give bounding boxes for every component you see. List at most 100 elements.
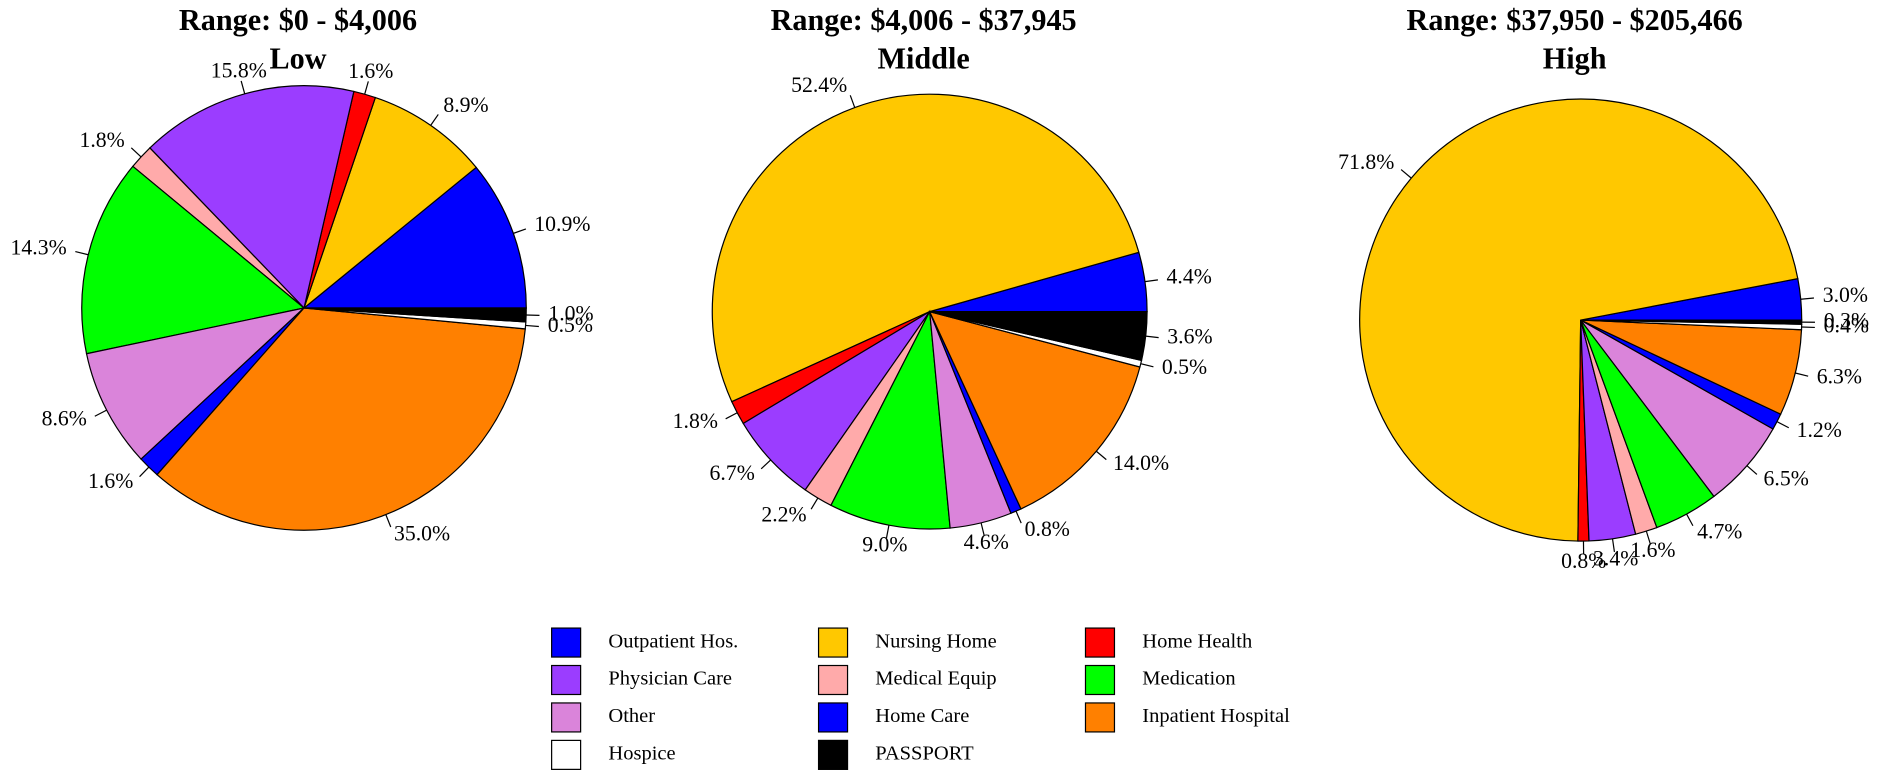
legend-label: Medication bbox=[1142, 668, 1235, 690]
leader-line bbox=[760, 459, 772, 470]
leader-line bbox=[810, 497, 819, 510]
leader-line bbox=[430, 114, 439, 126]
leader-line bbox=[1400, 169, 1412, 179]
data-label: 1.6% bbox=[88, 469, 133, 493]
leader-line bbox=[849, 95, 856, 108]
chart-subtitle: Low bbox=[269, 42, 326, 76]
legend-label: Inpatient Hospital bbox=[1142, 705, 1290, 727]
leader-line bbox=[1611, 538, 1616, 553]
data-label: 3.0% bbox=[1823, 283, 1868, 307]
chart-title: Range: $4,006 - $37,945 bbox=[771, 3, 1077, 37]
legend-swatch bbox=[551, 702, 582, 733]
data-label: 6.7% bbox=[710, 461, 755, 485]
data-label: 10.9% bbox=[534, 212, 590, 236]
pie-slice bbox=[1359, 98, 1799, 542]
leader-line bbox=[1095, 450, 1107, 461]
legend-swatch bbox=[1084, 664, 1116, 696]
legend-swatch bbox=[1084, 702, 1116, 733]
data-label: 0.4% bbox=[1824, 314, 1869, 338]
legend-swatch bbox=[1084, 627, 1116, 658]
data-label: 1.0% bbox=[548, 302, 593, 326]
data-label: 1.8% bbox=[79, 128, 124, 152]
leader-line bbox=[980, 522, 985, 536]
legend-swatch bbox=[551, 739, 582, 770]
legend-swatch bbox=[817, 739, 849, 770]
data-label: 14.0% bbox=[1113, 451, 1169, 475]
leader-line bbox=[75, 250, 89, 256]
pie-slice bbox=[928, 310, 1141, 510]
legend-label: Home Care bbox=[875, 705, 969, 727]
legend-label: Nursing Home bbox=[875, 630, 996, 652]
pie-slice bbox=[830, 309, 951, 530]
leader-line bbox=[364, 81, 369, 95]
leader-line bbox=[139, 466, 150, 478]
data-label: 8.9% bbox=[443, 93, 488, 117]
legend-swatch bbox=[817, 664, 849, 696]
leader-line bbox=[1795, 372, 1809, 377]
pie-slice bbox=[711, 93, 1140, 403]
data-label: 0.5% bbox=[1162, 355, 1207, 379]
leader-line bbox=[885, 525, 890, 539]
data-label: 2.2% bbox=[761, 503, 806, 527]
data-label: 0.3% bbox=[1824, 308, 1869, 332]
leader-line bbox=[1645, 530, 1651, 544]
data-label: 3.4% bbox=[1593, 547, 1638, 571]
legend-label: Other bbox=[608, 705, 655, 727]
leader-line bbox=[385, 514, 392, 528]
chart-title: Range: $37,950 - $205,466 bbox=[1407, 3, 1743, 37]
legend-swatch bbox=[817, 702, 849, 733]
leader-line bbox=[725, 412, 738, 420]
data-label: 3.6% bbox=[1167, 325, 1212, 349]
legend-label: Medical Equip bbox=[875, 668, 996, 690]
leader-line bbox=[1746, 465, 1758, 475]
data-label: 4.4% bbox=[1167, 265, 1212, 289]
leader-line bbox=[94, 409, 107, 417]
pie-slice bbox=[149, 85, 355, 310]
legend-label: PASSPORT bbox=[875, 743, 974, 765]
data-label: 1.2% bbox=[1797, 418, 1842, 442]
leader-line bbox=[130, 147, 142, 158]
data-label: 6.3% bbox=[1817, 364, 1862, 388]
legend-swatch bbox=[817, 627, 849, 658]
chart-subtitle: High bbox=[1543, 42, 1607, 76]
data-label: 14.3% bbox=[11, 235, 67, 259]
leader-line bbox=[1015, 510, 1022, 524]
data-label: 0.8% bbox=[1025, 517, 1070, 541]
data-label: 4.6% bbox=[964, 530, 1009, 554]
data-label: 1.6% bbox=[348, 59, 393, 83]
leader-line bbox=[1800, 297, 1814, 300]
leader-line bbox=[1145, 335, 1159, 339]
leader-line bbox=[525, 324, 539, 328]
pie-slice bbox=[302, 166, 527, 309]
pie-slice bbox=[81, 165, 306, 355]
chart-subtitle: Middle bbox=[878, 42, 970, 76]
legend-label: Physician Care bbox=[608, 668, 732, 690]
data-label: 8.6% bbox=[42, 406, 87, 430]
data-label: 6.5% bbox=[1764, 466, 1809, 490]
legend-swatch bbox=[551, 664, 582, 696]
legend-label: Outpatient Hos. bbox=[608, 630, 738, 652]
legend-label: Home Health bbox=[1142, 630, 1252, 652]
data-label: 71.8% bbox=[1338, 150, 1394, 174]
pie-slice bbox=[156, 307, 526, 531]
data-label: 35.0% bbox=[394, 521, 450, 545]
legend-label: Hospice bbox=[608, 743, 675, 765]
pie-slice bbox=[302, 96, 478, 310]
data-label: 0.5% bbox=[548, 313, 593, 337]
data-label: 0.8% bbox=[1561, 549, 1606, 573]
pie-slice bbox=[929, 311, 1148, 362]
data-label: 9.0% bbox=[862, 533, 907, 557]
legend-swatch bbox=[551, 627, 582, 658]
data-label: 4.7% bbox=[1697, 519, 1742, 543]
pie-slice bbox=[85, 306, 307, 460]
leader-line bbox=[1686, 513, 1694, 527]
leader-line bbox=[513, 228, 527, 234]
data-label: 15.8% bbox=[211, 58, 267, 82]
leader-line bbox=[240, 80, 246, 94]
data-label: 52.4% bbox=[791, 73, 847, 97]
leader-line bbox=[1776, 421, 1790, 429]
leader-line bbox=[1140, 363, 1154, 368]
leader-line bbox=[1144, 279, 1159, 283]
data-label: 1.6% bbox=[1630, 538, 1675, 562]
